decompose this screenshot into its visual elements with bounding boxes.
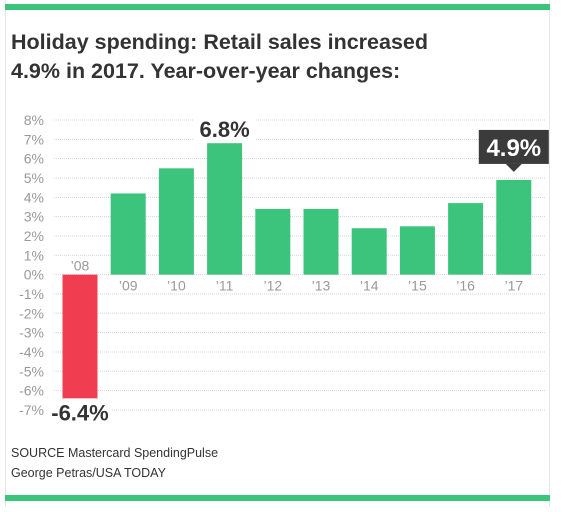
bar xyxy=(399,226,435,275)
y-tick-label: 8% xyxy=(24,112,44,128)
data-label: 6.8% xyxy=(200,117,250,142)
x-tick-label: ’16 xyxy=(456,278,475,294)
data-label: -6.4% xyxy=(51,400,108,425)
y-tick-label: -7% xyxy=(19,402,44,418)
y-tick-label: -3% xyxy=(19,325,44,341)
x-tick-label: ’09 xyxy=(119,278,138,294)
chart-title-line-1: Holiday spending: Retail sales increased xyxy=(11,30,429,54)
y-tick-label: 3% xyxy=(24,209,44,225)
bottom-accent-bar xyxy=(5,495,550,501)
y-tick-label: -1% xyxy=(19,286,44,302)
bar xyxy=(255,208,291,275)
x-tick-label: ’13 xyxy=(312,278,331,294)
y-tick-label: -5% xyxy=(19,363,44,379)
bar xyxy=(207,143,243,275)
x-tick-label: ’08 xyxy=(71,258,90,274)
data-label-background xyxy=(193,116,256,143)
author-credit: George Petras/USA TODAY xyxy=(11,466,166,480)
y-tick-label: 4% xyxy=(24,189,44,205)
top-accent-bar xyxy=(5,4,550,10)
callout-box xyxy=(478,129,549,164)
y-tick-label: -4% xyxy=(19,344,44,360)
x-tick-label: ’14 xyxy=(360,278,379,294)
y-tick-label: 1% xyxy=(24,247,44,263)
bar xyxy=(110,193,146,275)
y-tick-label: 7% xyxy=(24,131,44,147)
bar xyxy=(303,208,339,275)
x-tick-label: ’17 xyxy=(504,278,523,294)
y-tick-label: -6% xyxy=(19,383,44,399)
source-credit: SOURCE Mastercard SpendingPulse xyxy=(11,446,219,460)
x-tick-label: ’11 xyxy=(216,278,234,294)
y-tick-label: -2% xyxy=(19,305,44,321)
bar xyxy=(62,274,98,399)
data-label-background xyxy=(49,399,111,426)
bar xyxy=(158,168,194,275)
bar xyxy=(351,228,387,275)
y-tick-label: 2% xyxy=(24,228,44,244)
data-label: 4.9% xyxy=(486,135,541,162)
bar xyxy=(448,203,484,275)
chart-title: Holiday spending: Retail sales increased… xyxy=(11,28,541,86)
graphic-frame xyxy=(5,0,550,507)
chart-title-line-2: 4.9% in 2017. Year-over-year changes: xyxy=(11,59,401,83)
x-tick-label: ’15 xyxy=(408,278,427,294)
y-tick-label: 5% xyxy=(24,170,44,186)
y-tick-label: 0% xyxy=(24,267,44,283)
x-tick-label: ’12 xyxy=(263,278,282,294)
x-tick-label: ’10 xyxy=(167,278,186,294)
y-tick-label: 6% xyxy=(24,151,44,167)
bar xyxy=(496,179,532,275)
callout-pointer xyxy=(505,163,522,172)
